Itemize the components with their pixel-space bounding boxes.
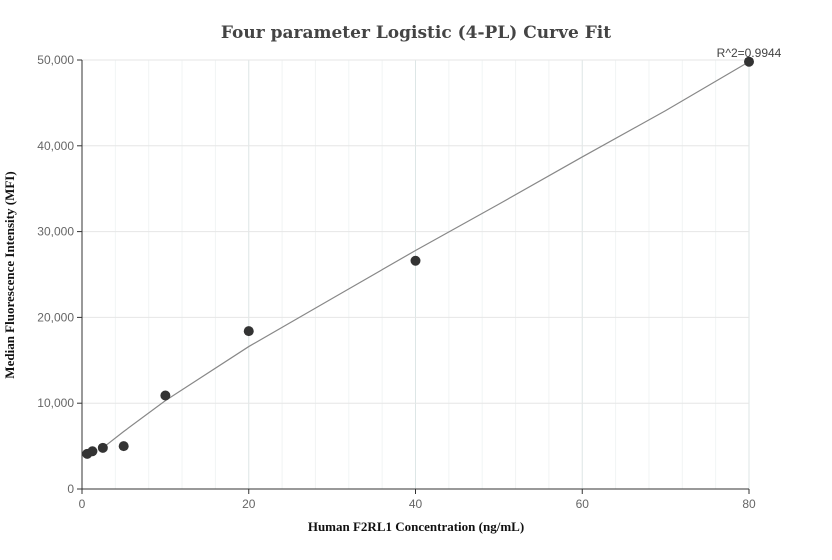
y-tick-label: 40,000: [37, 139, 74, 153]
axes: [77, 59, 750, 494]
x-tick-label: 20: [242, 497, 256, 511]
grid: [81, 59, 750, 490]
y-tick-label: 20,000: [37, 310, 74, 324]
chart-title: Four parameter Logistic (4-PL) Curve Fit: [221, 23, 611, 43]
x-axis-label: Human F2RL1 Concentration (ng/mL): [308, 519, 524, 534]
x-tick-label: 0: [79, 497, 86, 511]
y-axis-label: Median Fluorescence Intensity (MFI): [2, 171, 17, 378]
data-point: [97, 442, 108, 453]
data-points: [82, 56, 754, 459]
fit-curve: [102, 61, 750, 449]
data-point: [118, 441, 129, 452]
data-point: [243, 326, 254, 337]
r-squared-annotation: R^2=0.9944: [717, 46, 782, 60]
x-tick-label: 60: [576, 497, 590, 511]
tick-labels: 0 10,000 20,000 30,000 40,000 50,000 0 20 40 60 80: [37, 53, 756, 511]
y-tick-label: 50,000: [37, 53, 74, 67]
x-tick-label: 80: [742, 497, 756, 511]
x-tick-label: 40: [409, 497, 423, 511]
y-tick-label: 30,000: [37, 225, 74, 239]
data-point: [410, 255, 421, 266]
y-tick-label: 10,000: [37, 396, 74, 410]
y-tick-label: 0: [67, 482, 74, 496]
data-point: [160, 390, 171, 401]
data-point: [87, 446, 98, 457]
fit-curve-layer: [102, 61, 750, 449]
data-point: [744, 56, 754, 67]
